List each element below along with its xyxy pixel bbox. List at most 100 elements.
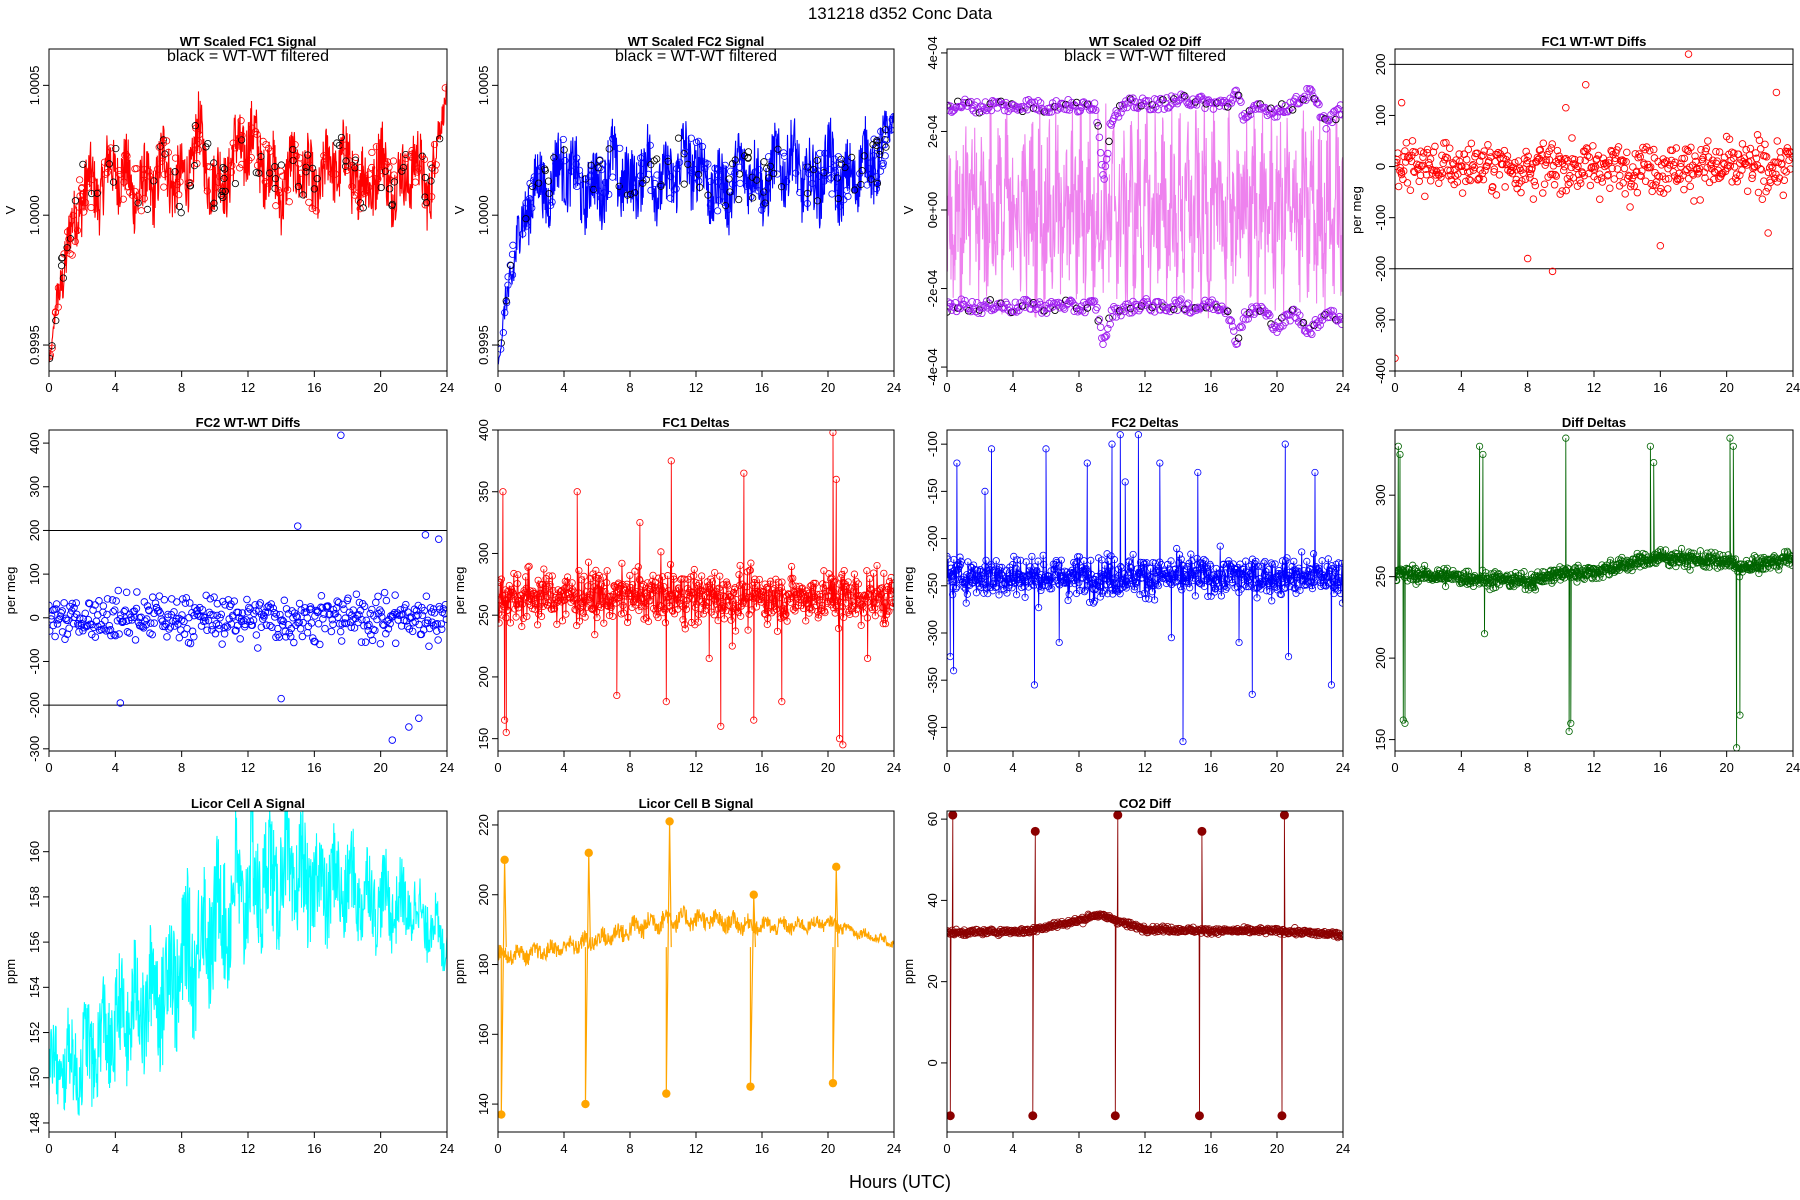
marker-p1-135 [63, 244, 71, 252]
marker-p2-175 [620, 183, 628, 191]
point-p4-354 [1661, 175, 1670, 183]
point-p4-220 [1559, 166, 1568, 175]
point-p4-356 [1663, 185, 1672, 193]
point-p6-454 [744, 626, 752, 634]
point-p4-377 [1680, 185, 1688, 194]
panel-title-p1: WT Scaled FC1 Signal [180, 34, 317, 49]
point-p3-237 [1227, 317, 1236, 325]
point-p7-426 [1175, 551, 1184, 559]
marker-p1-142 [305, 198, 313, 206]
point-p6-35 [512, 613, 520, 621]
marker-p2-177 [684, 160, 692, 168]
marker-p2-24 [774, 145, 782, 153]
marker-p1-98 [229, 139, 237, 147]
point-p7-621 [1283, 554, 1291, 562]
point-p5-178 [199, 613, 208, 621]
point-p7-238 [1073, 557, 1081, 566]
point-p6-137 [570, 588, 578, 596]
point-p8-583 [1716, 550, 1724, 559]
marker-p1-54 [221, 165, 229, 173]
point-p8-532 [1687, 556, 1695, 564]
point-p8-319 [1567, 719, 1575, 727]
point-p6-531 [786, 598, 795, 606]
marker-p2-139 [639, 177, 647, 185]
point-p5-457 [440, 609, 447, 618]
marker-p1-129 [289, 145, 297, 154]
point-p7-270 [1091, 597, 1099, 605]
point-p7-710 [1332, 584, 1340, 592]
point-p6-307 [664, 572, 672, 580]
point-p6-53 [522, 584, 530, 592]
point-p6-470 [752, 603, 761, 611]
point-p7-285 [1099, 571, 1107, 579]
point-p4-193 [1539, 189, 1547, 197]
y-tick-label-p7-4: -200 [925, 526, 940, 552]
spike-low-p10-1 [581, 1099, 590, 1109]
point-p5-375 [369, 625, 377, 634]
marker-p2-98 [670, 186, 678, 194]
marker-p2-211 [713, 165, 722, 173]
point-p7-569 [1254, 562, 1262, 570]
point-p3-152 [1125, 94, 1134, 102]
point-p7-584 [1263, 587, 1271, 595]
marker-p1-45 [266, 169, 274, 177]
point-p5-229 [243, 595, 251, 604]
point-p6-484 [760, 609, 769, 618]
marker-p2-242 [552, 159, 560, 168]
point-p3-321 [1328, 311, 1336, 319]
point-p4-304 [1623, 174, 1632, 183]
marker-p2-230 [816, 172, 824, 180]
marker-p1-131 [49, 344, 56, 352]
marker-p2-155 [831, 167, 839, 175]
figure-title: 131218 d352 Conc Data [808, 4, 993, 23]
point-p4-258 [1589, 142, 1597, 150]
point-p5-448 [433, 627, 441, 635]
point-p6-672 [863, 654, 872, 663]
point-p3-119 [1086, 106, 1094, 114]
point-p8-714 [1788, 552, 1793, 561]
point-p3-208 [1192, 101, 1201, 109]
marker-p2-215 [830, 155, 839, 163]
x-tick-label-p4-3: 12 [1587, 380, 1601, 395]
point-p3-201 [1184, 299, 1192, 307]
point-p3-12 [957, 295, 966, 304]
point-p6-30 [509, 590, 517, 598]
marker-p2-238 [764, 153, 773, 161]
plot-area-p11 [947, 811, 1343, 1121]
point-p6-495 [767, 577, 775, 585]
point-p4-402 [1698, 157, 1707, 166]
marker-p1-123 [342, 157, 350, 165]
point-p3-329 [1338, 110, 1343, 119]
x-tick-label-p7-6: 24 [1336, 760, 1350, 775]
point-p3-189 [1170, 95, 1178, 103]
y-tick-label-p3-3: 2e-04 [925, 115, 940, 148]
point-p5-216 [232, 626, 240, 635]
point-p7-206 [1055, 638, 1063, 647]
point-p6-99 [548, 572, 556, 580]
point-p7-175 [1039, 581, 1047, 589]
point-p4-16 [1403, 179, 1412, 187]
marker-p2-245 [736, 163, 744, 171]
point-p3-78 [1036, 300, 1045, 309]
marker-p2-143 [844, 156, 852, 165]
outlier-p4-3 [1548, 267, 1557, 276]
point-p4-87 [1458, 162, 1466, 170]
point-p8-662 [1758, 556, 1766, 564]
point-p5-228 [242, 616, 250, 624]
point-p5-458 [441, 600, 447, 609]
marker-p2-166 [887, 126, 894, 134]
point-p6-52 [522, 573, 530, 581]
marker-p1-13 [364, 183, 373, 191]
point-p7-305 [1110, 578, 1118, 587]
point-p8-533 [1687, 549, 1695, 557]
point-p6-371 [699, 610, 707, 618]
marker-p2-97 [718, 182, 726, 190]
point-p6-9 [499, 488, 507, 496]
point-p7-317 [1116, 431, 1124, 439]
marker-p1-33 [219, 163, 227, 172]
marker-p1-196 [414, 164, 423, 172]
point-p6-339 [681, 625, 689, 633]
point-p7-634 [1290, 557, 1298, 565]
marker-p1-20 [84, 183, 92, 191]
